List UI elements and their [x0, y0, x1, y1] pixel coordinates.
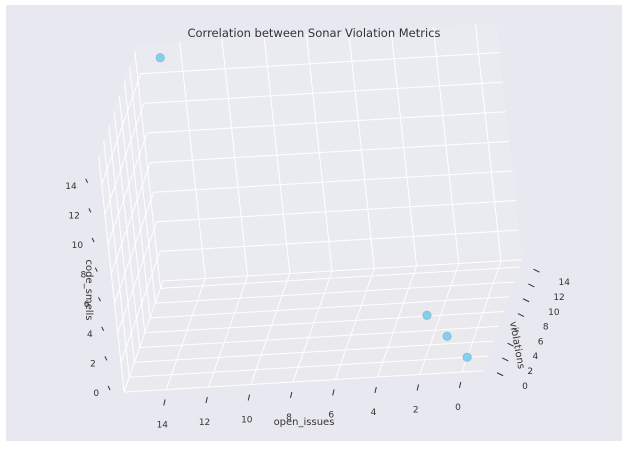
y-tick-label: 12: [553, 293, 564, 303]
y-tick-mark: [517, 313, 525, 317]
y-tick-label: 10: [548, 308, 560, 318]
z-grid-back: [143, 81, 503, 104]
x-tick-mark: [247, 394, 251, 401]
z-grid-back: [147, 111, 507, 134]
z-grid-wall: [107, 132, 148, 245]
data-point: [422, 310, 432, 320]
x-tick-mark: [458, 381, 462, 389]
axes-grid: [97, 24, 523, 393]
x-tick-mark: [163, 399, 166, 406]
x-tick-mark: [289, 391, 293, 399]
z-tick-label: 10: [72, 241, 84, 251]
z-grid-wall: [104, 103, 145, 215]
z-tick-mark: [94, 267, 98, 272]
y-grid-floor: [160, 266, 520, 289]
y-grid-floor: [150, 296, 510, 319]
z-grid-back: [153, 170, 513, 193]
x-grid-floor: [377, 265, 417, 378]
z-tick-mark: [88, 208, 92, 213]
z-tick-label: 6: [84, 300, 90, 310]
z-tick-mark: [85, 178, 89, 184]
y-grid-floor: [139, 325, 499, 349]
y-tick-label: 8: [543, 323, 549, 333]
x-tick-mark: [205, 396, 208, 404]
x-tick-label: 4: [371, 408, 377, 418]
x-tick-label: 2: [413, 406, 419, 416]
z-grid-wall: [117, 221, 158, 333]
y-tick-mark: [507, 342, 514, 347]
x-tick-label: 10: [241, 416, 253, 426]
z-tick-mark: [107, 385, 111, 391]
z-grid-wall: [120, 251, 161, 363]
y-tick-mark: [502, 357, 509, 362]
y-grid-floor: [124, 370, 484, 393]
z-grid-wall: [110, 162, 151, 274]
chart-title: Correlation between Sonar Violation Metr…: [187, 26, 440, 40]
floor-pane: [124, 259, 523, 392]
axes-panes: [98, 22, 523, 392]
y-tick-mark: [533, 268, 540, 273]
z-grid-back: [156, 200, 516, 223]
z-tick-mark: [91, 237, 95, 243]
y-tick-mark: [496, 372, 504, 377]
data-point: [442, 331, 452, 341]
x-grid-floor: [208, 275, 249, 388]
y-tick-label: 2: [527, 367, 533, 377]
z-grid-back: [140, 52, 500, 75]
x-tick-label: 0: [455, 403, 461, 413]
z-grid-back: [150, 140, 510, 164]
x-tick-label: 6: [328, 411, 334, 421]
y-grid-floor: [134, 340, 494, 363]
z-axis-label: code_smells: [83, 260, 94, 321]
y-grid-floor: [129, 355, 489, 378]
z-grid-back: [159, 229, 519, 252]
z-tick-mark: [98, 296, 101, 302]
x-tick-mark: [332, 389, 335, 396]
x-grid-floor: [292, 270, 333, 383]
z-tick-label: 8: [81, 271, 87, 281]
z-grid-wall: [123, 280, 164, 393]
z-tick-label: 14: [65, 182, 77, 192]
x-tick-label: 8: [286, 413, 292, 423]
z-tick-label: 0: [93, 389, 99, 399]
y-grid-floor: [144, 311, 504, 334]
y-tick-label: 14: [559, 278, 571, 288]
data-point: [462, 352, 472, 362]
x-axis-label: open_issues: [274, 417, 335, 428]
z-grid-wall: [101, 73, 142, 185]
data-points: [155, 53, 472, 362]
x-grid-floor: [165, 278, 206, 390]
x-grid-floor: [334, 268, 375, 380]
x-grid-floor: [419, 263, 460, 375]
x-tick-mark: [374, 386, 377, 394]
z-tick-mark: [104, 356, 108, 361]
y-tick-mark: [512, 327, 519, 332]
z-tick-label: 2: [90, 359, 96, 369]
x-tick-mark: [416, 384, 420, 391]
y-tick-label: 0: [522, 382, 528, 392]
y-grid-floor: [155, 281, 515, 304]
z-grid-back: [163, 259, 523, 282]
z-tick-label: 4: [87, 330, 93, 340]
x-grid-floor: [250, 273, 291, 385]
z-grid-wall: [114, 192, 154, 304]
y-tick-mark: [522, 298, 530, 303]
data-point: [155, 53, 165, 63]
y-tick-label: 6: [538, 337, 544, 347]
y-tick-mark: [528, 283, 535, 288]
z-tick-label: 12: [68, 211, 79, 221]
x-tick-label: 14: [157, 421, 169, 431]
y-tick-label: 4: [533, 352, 539, 362]
x-tick-label: 12: [199, 418, 210, 428]
z-tick-mark: [101, 326, 105, 332]
